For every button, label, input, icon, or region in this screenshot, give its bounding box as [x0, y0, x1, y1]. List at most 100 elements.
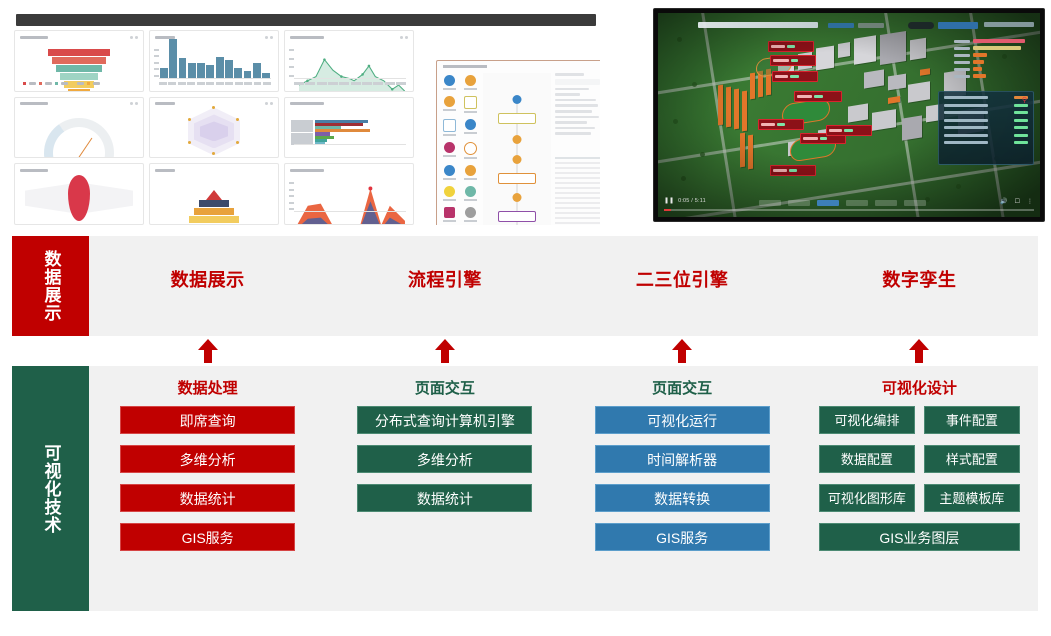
- stacked-area-svg: [297, 186, 405, 225]
- tech-item[interactable]: 样式配置: [923, 445, 1020, 473]
- more-options-icon[interactable]: ⋮: [1027, 199, 1033, 205]
- presentation-col-4: 数字孪生: [801, 236, 1038, 336]
- radar-chart: [154, 106, 274, 156]
- gauge-chart: [19, 110, 139, 158]
- tech-item[interactable]: 可视化运行: [594, 406, 770, 434]
- tech-item-wide[interactable]: GIS业务图层: [818, 523, 1020, 551]
- tech-item[interactable]: 分布式查询计算机引擎: [357, 406, 533, 434]
- tech-col-3-header: 页面交互: [652, 380, 713, 397]
- tech-item[interactable]: 时间解析器: [594, 445, 770, 473]
- arrow-cell-3: [564, 336, 801, 366]
- stacked-area-chart: [289, 176, 409, 225]
- pyramid-chart: [154, 176, 274, 224]
- tech-col-2-header: 页面交互: [414, 380, 475, 397]
- tech-item[interactable]: 数据转换: [594, 484, 770, 512]
- search-icon[interactable]: ⚲: [1021, 97, 1027, 104]
- tech-item[interactable]: 数据配置: [818, 445, 915, 473]
- diagram-row-technology: 可视化技术 数据处理 即席查询 多维分析 数据统计 GIS服务 页面交互: [12, 366, 1038, 611]
- map-mode-toggle[interactable]: [908, 22, 934, 29]
- map-user-info: [984, 22, 1034, 27]
- screenshot-strip: ⚲ ❚❚ 0:05 / 5:11: [0, 0, 1051, 228]
- presentation-col-3: 二三位引擎: [564, 236, 801, 336]
- map-action-button[interactable]: [938, 22, 978, 29]
- flow-panel-title: [443, 65, 487, 68]
- chart-card-hbar: [284, 96, 414, 159]
- tech-item[interactable]: 主题模板库: [923, 484, 1020, 512]
- presentation-col-1: 数据展示: [89, 236, 326, 336]
- map-platform-title: [698, 22, 818, 28]
- volume-icon[interactable]: 🔊: [1000, 199, 1008, 205]
- tech-item[interactable]: GIS服务: [594, 523, 770, 551]
- diagram-row-presentation: 数据展示 数据展示 流程引擎 二三位引擎 数字孪生: [12, 236, 1038, 336]
- rose-chart: [19, 175, 139, 222]
- tech-item[interactable]: 即席查询: [120, 406, 296, 434]
- chart-card-area: [284, 30, 414, 92]
- presentation-title-3: 二三位引擎: [635, 270, 729, 290]
- funnel-chart: [19, 43, 139, 91]
- bar-chart: [154, 39, 274, 87]
- flow-properties-form: [555, 73, 600, 225]
- pause-icon[interactable]: ❚❚: [664, 198, 675, 204]
- arrow-cell-1: [89, 336, 326, 366]
- row-label-technology: 可视化技术: [12, 366, 89, 611]
- video-progress-fill: [664, 209, 672, 211]
- map-breadcrumb[interactable]: [858, 23, 884, 28]
- tech-item-pair: 数据配置 样式配置: [801, 445, 1038, 473]
- tech-item[interactable]: 事件配置: [923, 406, 1020, 434]
- tech-col-2-items: 分布式查询计算机引擎 多维分析 数据统计: [326, 406, 563, 551]
- tech-item[interactable]: 可视化编排: [818, 406, 915, 434]
- video-progress-track[interactable]: [664, 209, 1034, 211]
- tech-col-4-items: 可视化编排 事件配置 数据配置 样式配置 可视化图形库 主题模板库 GIS业务图…: [801, 406, 1038, 551]
- campus-map-video-screenshot[interactable]: ⚲ ❚❚ 0:05 / 5:11: [653, 8, 1045, 222]
- tech-item[interactable]: 多维分析: [357, 445, 533, 473]
- bi-window-titlebar: [16, 14, 596, 26]
- tech-col-1-items: 即席查询 多维分析 数据统计 GIS服务: [89, 406, 326, 551]
- architecture-diagram: 数据展示 数据展示 流程引擎 二三位引擎 数字孪生: [0, 236, 1051, 628]
- map-viewport[interactable]: ⚲ ❚❚ 0:05 / 5:11: [658, 13, 1040, 217]
- tech-item[interactable]: 多维分析: [120, 445, 296, 473]
- presentation-title-2: 流程引擎: [407, 270, 482, 290]
- chart-card-pyramid: [149, 163, 279, 225]
- flow-data-table: [555, 157, 600, 225]
- presentation-col-2: 流程引擎: [326, 236, 563, 336]
- video-timestamp: 0:05 / 5:11: [678, 198, 706, 204]
- arrow-cell-2: [326, 336, 563, 366]
- bi-window-body: [12, 30, 600, 225]
- bi-chart-grid: [14, 30, 414, 225]
- flow-node-palette: [442, 75, 480, 225]
- flow-canvas[interactable]: [483, 73, 551, 225]
- map-device-info-panel[interactable]: ⚲: [938, 91, 1034, 165]
- flow-designer-panel: [436, 60, 600, 225]
- tech-item[interactable]: GIS服务: [120, 523, 296, 551]
- tech-item[interactable]: 可视化图形库: [818, 484, 915, 512]
- tech-col-visual-design: 可视化设计 可视化编排 事件配置 数据配置 样式配置 可视化图形库 主题模板库: [801, 366, 1038, 611]
- fullscreen-icon[interactable]: ☐: [1014, 199, 1020, 205]
- tech-item[interactable]: 数据统计: [357, 484, 533, 512]
- tech-col-3-items: 可视化运行 时间解析器 数据转换 GIS服务: [564, 406, 801, 551]
- video-control-bar[interactable]: ❚❚ 0:05 / 5:11 🔊 ☐ ⋮: [662, 191, 1036, 213]
- up-arrow-icon: [197, 339, 218, 363]
- tech-col-1-header: 数据处理: [177, 380, 238, 397]
- map-breadcrumb-active[interactable]: [828, 23, 854, 28]
- tech-item-pair: 可视化图形库 主题模板库: [801, 484, 1038, 512]
- chart-card-stacked-area: [284, 163, 414, 225]
- video-left-controls[interactable]: ❚❚ 0:05 / 5:11: [664, 198, 706, 204]
- up-arrow-icon: [672, 339, 693, 363]
- tech-col-page-interaction-green: 页面交互 分布式查询计算机引擎 多维分析 数据统计: [326, 366, 563, 611]
- presentation-columns: 数据展示 流程引擎 二三位引擎 数字孪生: [89, 236, 1038, 336]
- tech-item-pair: 可视化编排 事件配置: [801, 406, 1038, 434]
- tech-col-data-processing: 数据处理 即席查询 多维分析 数据统计 GIS服务: [89, 366, 326, 611]
- video-right-controls[interactable]: 🔊 ☐ ⋮: [1000, 199, 1033, 205]
- chart-card-radar: [149, 96, 279, 159]
- tech-col-page-interaction-blue: 页面交互 可视化运行 时间解析器 数据转换 GIS服务: [564, 366, 801, 611]
- presentation-title-1: 数据展示: [170, 270, 245, 290]
- tech-item[interactable]: 数据统计: [120, 484, 296, 512]
- arrow-row: [89, 336, 1038, 366]
- horizontal-bar-chart: [289, 110, 409, 154]
- up-arrow-icon: [434, 339, 455, 363]
- bi-dashboard-screenshot: [12, 14, 600, 225]
- row-label-presentation: 数据展示: [12, 236, 89, 336]
- video-chapter-tabs[interactable]: [759, 200, 927, 206]
- arrow-cell-4: [801, 336, 1038, 366]
